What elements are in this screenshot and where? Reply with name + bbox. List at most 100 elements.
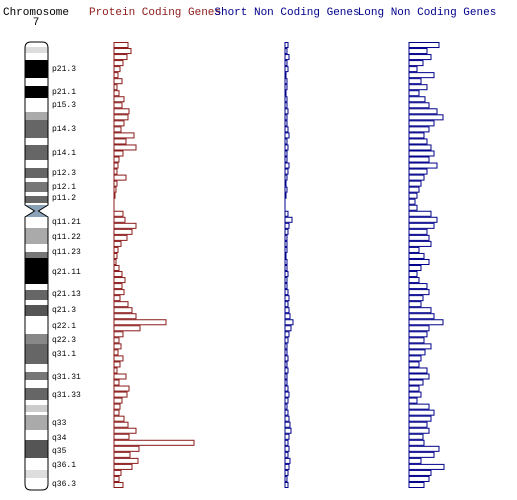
bar	[113, 313, 137, 320]
bar	[284, 265, 288, 272]
bar	[113, 228, 133, 235]
bar	[113, 246, 119, 253]
band-label: p11.2	[52, 194, 76, 203]
band	[25, 430, 48, 440]
bar	[408, 186, 420, 193]
bar	[113, 265, 120, 272]
bar	[284, 210, 289, 217]
bar	[284, 234, 288, 241]
bar	[284, 132, 290, 139]
bar	[113, 385, 130, 392]
band-label: q33	[52, 419, 67, 428]
bar	[284, 114, 288, 121]
bar	[113, 397, 123, 404]
bar	[408, 463, 445, 470]
bar	[284, 186, 288, 193]
bar	[284, 90, 287, 97]
bar	[408, 162, 438, 169]
bar	[113, 343, 122, 350]
chromosome-label: Chromosome	[3, 7, 69, 19]
centromere	[25, 205, 48, 217]
bar	[408, 331, 428, 338]
bar	[408, 216, 438, 223]
bar	[284, 301, 289, 308]
bar	[113, 78, 123, 85]
bar	[113, 90, 120, 97]
bar	[408, 355, 422, 362]
ideogram	[24, 41, 49, 491]
bar	[113, 168, 118, 175]
bar	[113, 114, 129, 121]
bar	[113, 307, 133, 314]
band-label: p21.1	[52, 88, 76, 97]
band	[25, 305, 48, 316]
bar	[408, 469, 432, 476]
bar	[408, 246, 420, 253]
bar	[113, 216, 126, 223]
bar	[113, 295, 121, 302]
bar	[284, 96, 288, 103]
band	[25, 364, 48, 372]
bar	[113, 391, 128, 398]
band-label: p21.3	[52, 65, 76, 74]
bar	[284, 373, 288, 380]
bar	[284, 319, 294, 326]
band-label: q22.3	[52, 336, 76, 345]
bar	[113, 331, 124, 338]
bar	[284, 439, 289, 446]
bar	[113, 349, 119, 356]
bar	[408, 132, 425, 139]
bar	[408, 204, 418, 211]
bar	[284, 180, 287, 187]
bar	[284, 283, 288, 290]
bar	[284, 66, 289, 73]
bar	[113, 150, 124, 157]
bar	[113, 132, 135, 139]
bar	[284, 475, 288, 482]
band-label: q11.23	[52, 248, 81, 257]
bar	[408, 367, 428, 374]
bar	[408, 210, 432, 217]
bar	[113, 271, 123, 278]
band	[25, 380, 48, 388]
bar	[284, 403, 288, 410]
bar	[408, 403, 430, 410]
bar	[113, 361, 121, 368]
bar	[408, 168, 428, 175]
bar	[408, 283, 428, 290]
bar	[408, 144, 432, 151]
bar	[408, 66, 418, 73]
bar	[284, 168, 289, 175]
bar	[408, 379, 424, 386]
band	[25, 252, 48, 258]
band-label: q31.31	[52, 373, 81, 382]
bar	[113, 475, 120, 482]
bar	[113, 445, 140, 452]
bar	[284, 445, 290, 452]
band-label: q11.21	[52, 218, 81, 227]
bar	[284, 192, 287, 199]
band	[25, 192, 48, 196]
band	[25, 290, 48, 300]
band	[25, 138, 48, 145]
band	[25, 388, 48, 400]
band	[25, 42, 48, 47]
band	[25, 244, 48, 252]
bar	[113, 96, 125, 103]
bar	[408, 108, 438, 115]
band	[25, 196, 48, 203]
band	[25, 372, 48, 380]
band	[25, 300, 48, 305]
bar	[408, 361, 420, 368]
bar	[284, 126, 289, 133]
band-label: q36.1	[52, 461, 76, 470]
bar	[113, 481, 124, 488]
bar	[284, 349, 288, 356]
band	[25, 178, 48, 182]
bar	[408, 421, 428, 428]
bar	[284, 481, 289, 488]
band	[25, 228, 48, 244]
bar	[284, 150, 288, 157]
bar	[408, 90, 420, 97]
band-label: p12.3	[52, 169, 76, 178]
